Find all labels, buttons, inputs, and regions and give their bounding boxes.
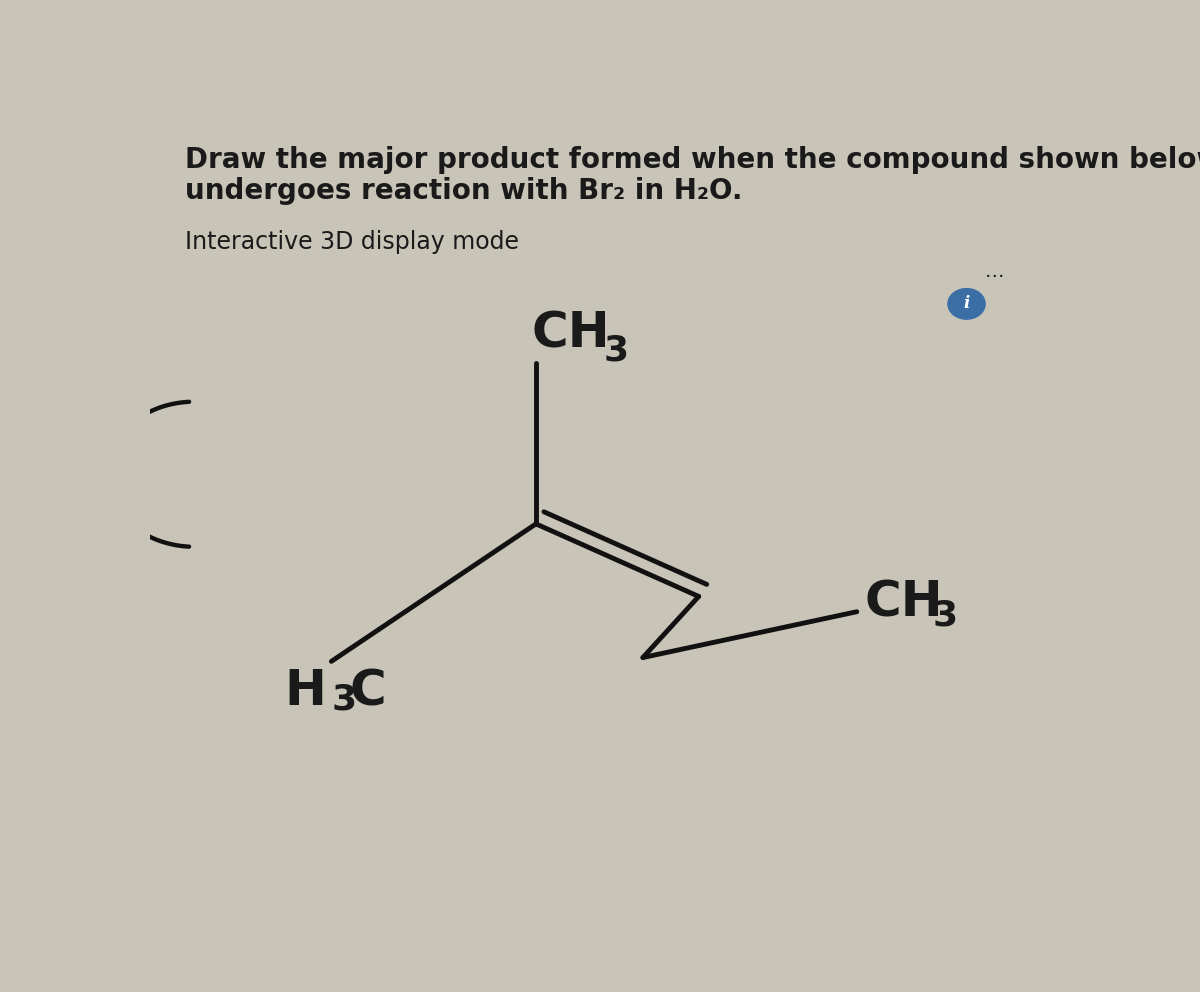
Circle shape [948, 289, 985, 319]
Text: 3: 3 [604, 333, 629, 367]
Text: i: i [964, 296, 970, 312]
Text: CH: CH [864, 578, 943, 627]
Text: Draw the major product formed when the compound shown below: Draw the major product formed when the c… [185, 146, 1200, 174]
Text: C: C [350, 668, 386, 715]
Text: Interactive 3D display mode: Interactive 3D display mode [185, 230, 520, 254]
Text: …: … [985, 262, 1004, 282]
Text: 3: 3 [934, 598, 958, 633]
Text: CH: CH [532, 310, 610, 357]
Text: 3: 3 [331, 682, 356, 717]
Text: H: H [284, 668, 326, 715]
Text: undergoes reaction with Br₂ in H₂O.: undergoes reaction with Br₂ in H₂O. [185, 178, 743, 205]
